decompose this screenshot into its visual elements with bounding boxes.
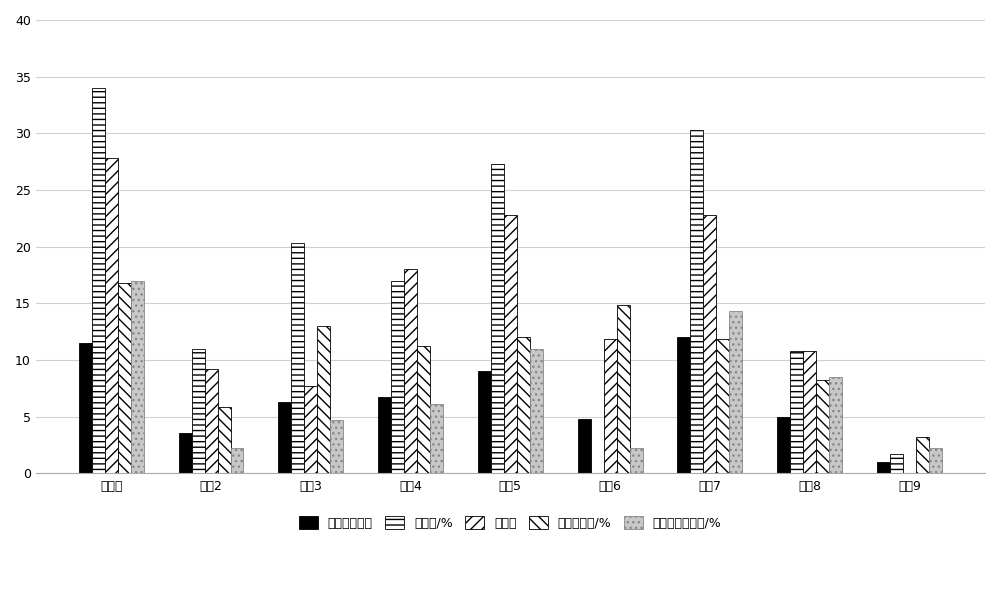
Bar	[378, 397, 391, 473]
Bar	[105, 158, 118, 473]
Bar	[517, 337, 530, 473]
Bar	[729, 311, 742, 473]
Bar	[803, 351, 816, 473]
Bar	[205, 369, 218, 473]
Bar	[703, 215, 716, 473]
Bar	[118, 283, 131, 473]
Bar	[790, 351, 803, 473]
Bar	[192, 349, 205, 473]
Bar	[92, 88, 105, 473]
Bar	[79, 343, 92, 473]
Bar	[816, 380, 829, 473]
Bar	[877, 462, 890, 473]
Bar	[604, 340, 617, 473]
Bar	[218, 407, 231, 473]
Bar	[929, 448, 942, 473]
Bar	[131, 280, 144, 473]
Bar	[304, 386, 317, 473]
Bar	[417, 346, 430, 473]
Bar	[391, 280, 404, 473]
Bar	[231, 448, 243, 473]
Bar	[317, 326, 330, 473]
Legend: 表观相对密度, 吸水率/%, 压碎值, 沙浆附着率/%, 历青黏附面积率/%: 表观相对密度, 吸水率/%, 压碎值, 沙浆附着率/%, 历青黏附面积率/%	[294, 511, 727, 535]
Bar	[617, 305, 630, 473]
Bar	[179, 434, 192, 473]
Bar	[478, 371, 491, 473]
Bar	[530, 349, 543, 473]
Bar	[916, 437, 929, 473]
Bar	[890, 454, 903, 473]
Bar	[677, 337, 690, 473]
Bar	[404, 269, 417, 473]
Bar	[504, 215, 517, 473]
Bar	[578, 419, 591, 473]
Bar	[278, 402, 291, 473]
Bar	[690, 130, 703, 473]
Bar	[330, 420, 343, 473]
Bar	[829, 377, 842, 473]
Bar	[777, 416, 790, 473]
Bar	[716, 340, 729, 473]
Bar	[491, 164, 504, 473]
Bar	[630, 448, 643, 473]
Bar	[430, 404, 443, 473]
Bar	[291, 243, 304, 473]
